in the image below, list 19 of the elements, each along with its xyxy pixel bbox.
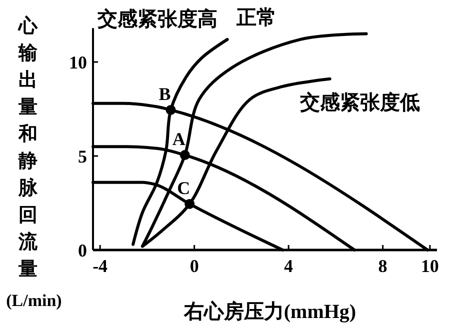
series-label: 正常 — [235, 6, 276, 29]
x-tick-label: 10 — [420, 256, 439, 276]
point — [166, 104, 176, 115]
text: 心输出量和静脉回流量(L/min) — [6, 16, 62, 310]
x-tick-label: 8 — [378, 256, 388, 276]
y-tick-label: 10 — [69, 52, 87, 72]
y-tick-label: 0 — [78, 240, 87, 260]
x-tick-label: -4 — [92, 256, 108, 276]
x-tick-label: 0 — [190, 256, 199, 276]
x-axis-title: 右心房压力(mmHg) — [182, 300, 356, 323]
y-tick-label: 5 — [78, 146, 87, 166]
point — [180, 150, 190, 160]
annotation: B — [158, 84, 171, 104]
annotation: A — [172, 129, 186, 150]
annotation: C — [177, 178, 190, 198]
series-label: 交感紧张度高 — [96, 7, 218, 30]
point — [184, 198, 195, 209]
x-tick-label: 4 — [284, 256, 294, 276]
series-label: 交感紧张度低 — [298, 90, 420, 114]
